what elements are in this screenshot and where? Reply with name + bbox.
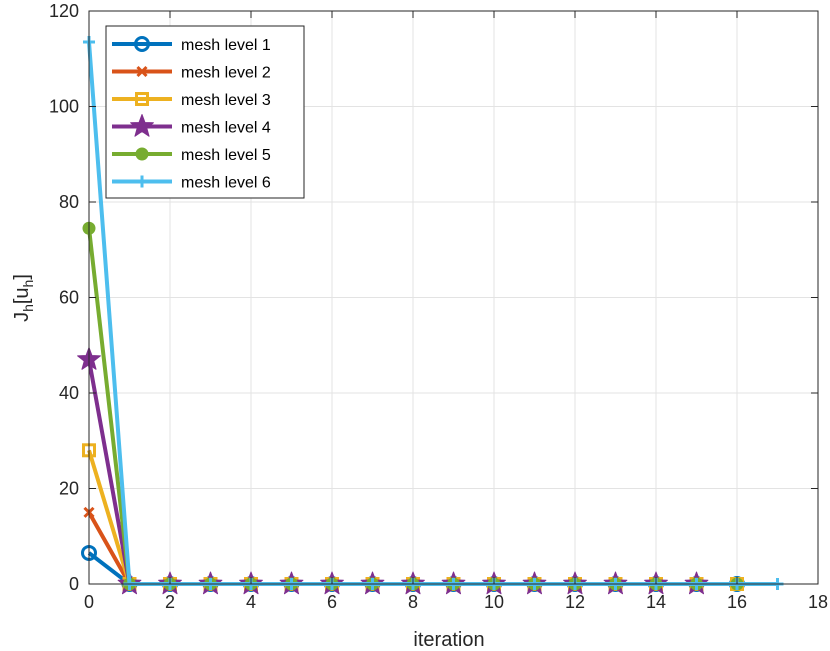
y-tick-label: 40 — [59, 383, 79, 403]
legend-label: mesh level 3 — [181, 92, 271, 109]
x-tick-label: 16 — [727, 592, 747, 612]
tick-labels: 0 2 4 6 8 10 12 14 16 18 0 20 40 60 80 100 120 — [49, 1, 828, 612]
x-tick-label: 8 — [408, 592, 418, 612]
legend-entry: mesh level 1 — [112, 36, 271, 54]
legend-entry: mesh level 4 — [112, 114, 271, 137]
y-tick-label: 0 — [69, 574, 79, 594]
legend-entry: mesh level 2 — [112, 65, 271, 82]
y-tick-label: 60 — [59, 288, 79, 308]
y-axis-label-sub-1: h — [20, 304, 36, 312]
x-tick-label: 6 — [327, 592, 337, 612]
y-tick-label: 20 — [59, 479, 79, 499]
y-tick-label: 120 — [49, 1, 79, 21]
legend-swatch-marker — [136, 65, 148, 78]
legend-entry: mesh level 5 — [112, 147, 271, 164]
legend-swatch-marker — [135, 92, 149, 106]
legend-label: mesh level 2 — [181, 65, 271, 82]
y-axis-label-main: J — [11, 312, 33, 322]
legend-swatch-marker — [130, 114, 154, 137]
legend-entry: mesh level 3 — [112, 92, 271, 109]
svg-text:Jh[uh]: Jh[uh] — [11, 274, 36, 322]
x-tick-label: 14 — [646, 592, 666, 612]
y-axis-label: Jh[uh] — [11, 274, 36, 322]
legend-entry: mesh level 6 — [112, 175, 271, 192]
y-axis-label-bracket-open: [u — [11, 287, 33, 304]
legend-label: mesh level 1 — [181, 37, 271, 54]
legend-swatch-marker — [134, 36, 150, 52]
y-tick-label: 100 — [49, 97, 79, 117]
legend-box — [105, 25, 305, 199]
y-axis-label-bracket-close: ] — [11, 274, 33, 280]
x-tick-label: 4 — [246, 592, 256, 612]
x-tick-label: 0 — [84, 592, 94, 612]
series-4 — [77, 347, 709, 595]
legend-label: mesh level 5 — [181, 147, 271, 164]
x-tick-label: 10 — [484, 592, 504, 612]
y-axis-label-sub-2: h — [20, 280, 36, 288]
x-tick-label: 12 — [565, 592, 585, 612]
x-axis-label: iteration — [413, 629, 484, 651]
legend: mesh level 1 mesh level 2 mesh level 3 mesh… — [105, 25, 305, 199]
legend-label: mesh level 6 — [181, 175, 271, 192]
axes — [88, 10, 819, 585]
x-tick-label: 18 — [808, 592, 828, 612]
legend-swatch-marker — [135, 147, 149, 161]
legend-swatch-marker — [136, 175, 148, 188]
x-tick-label: 2 — [165, 592, 175, 612]
legend-label: mesh level 4 — [181, 120, 271, 137]
y-tick-label: 80 — [59, 192, 79, 212]
